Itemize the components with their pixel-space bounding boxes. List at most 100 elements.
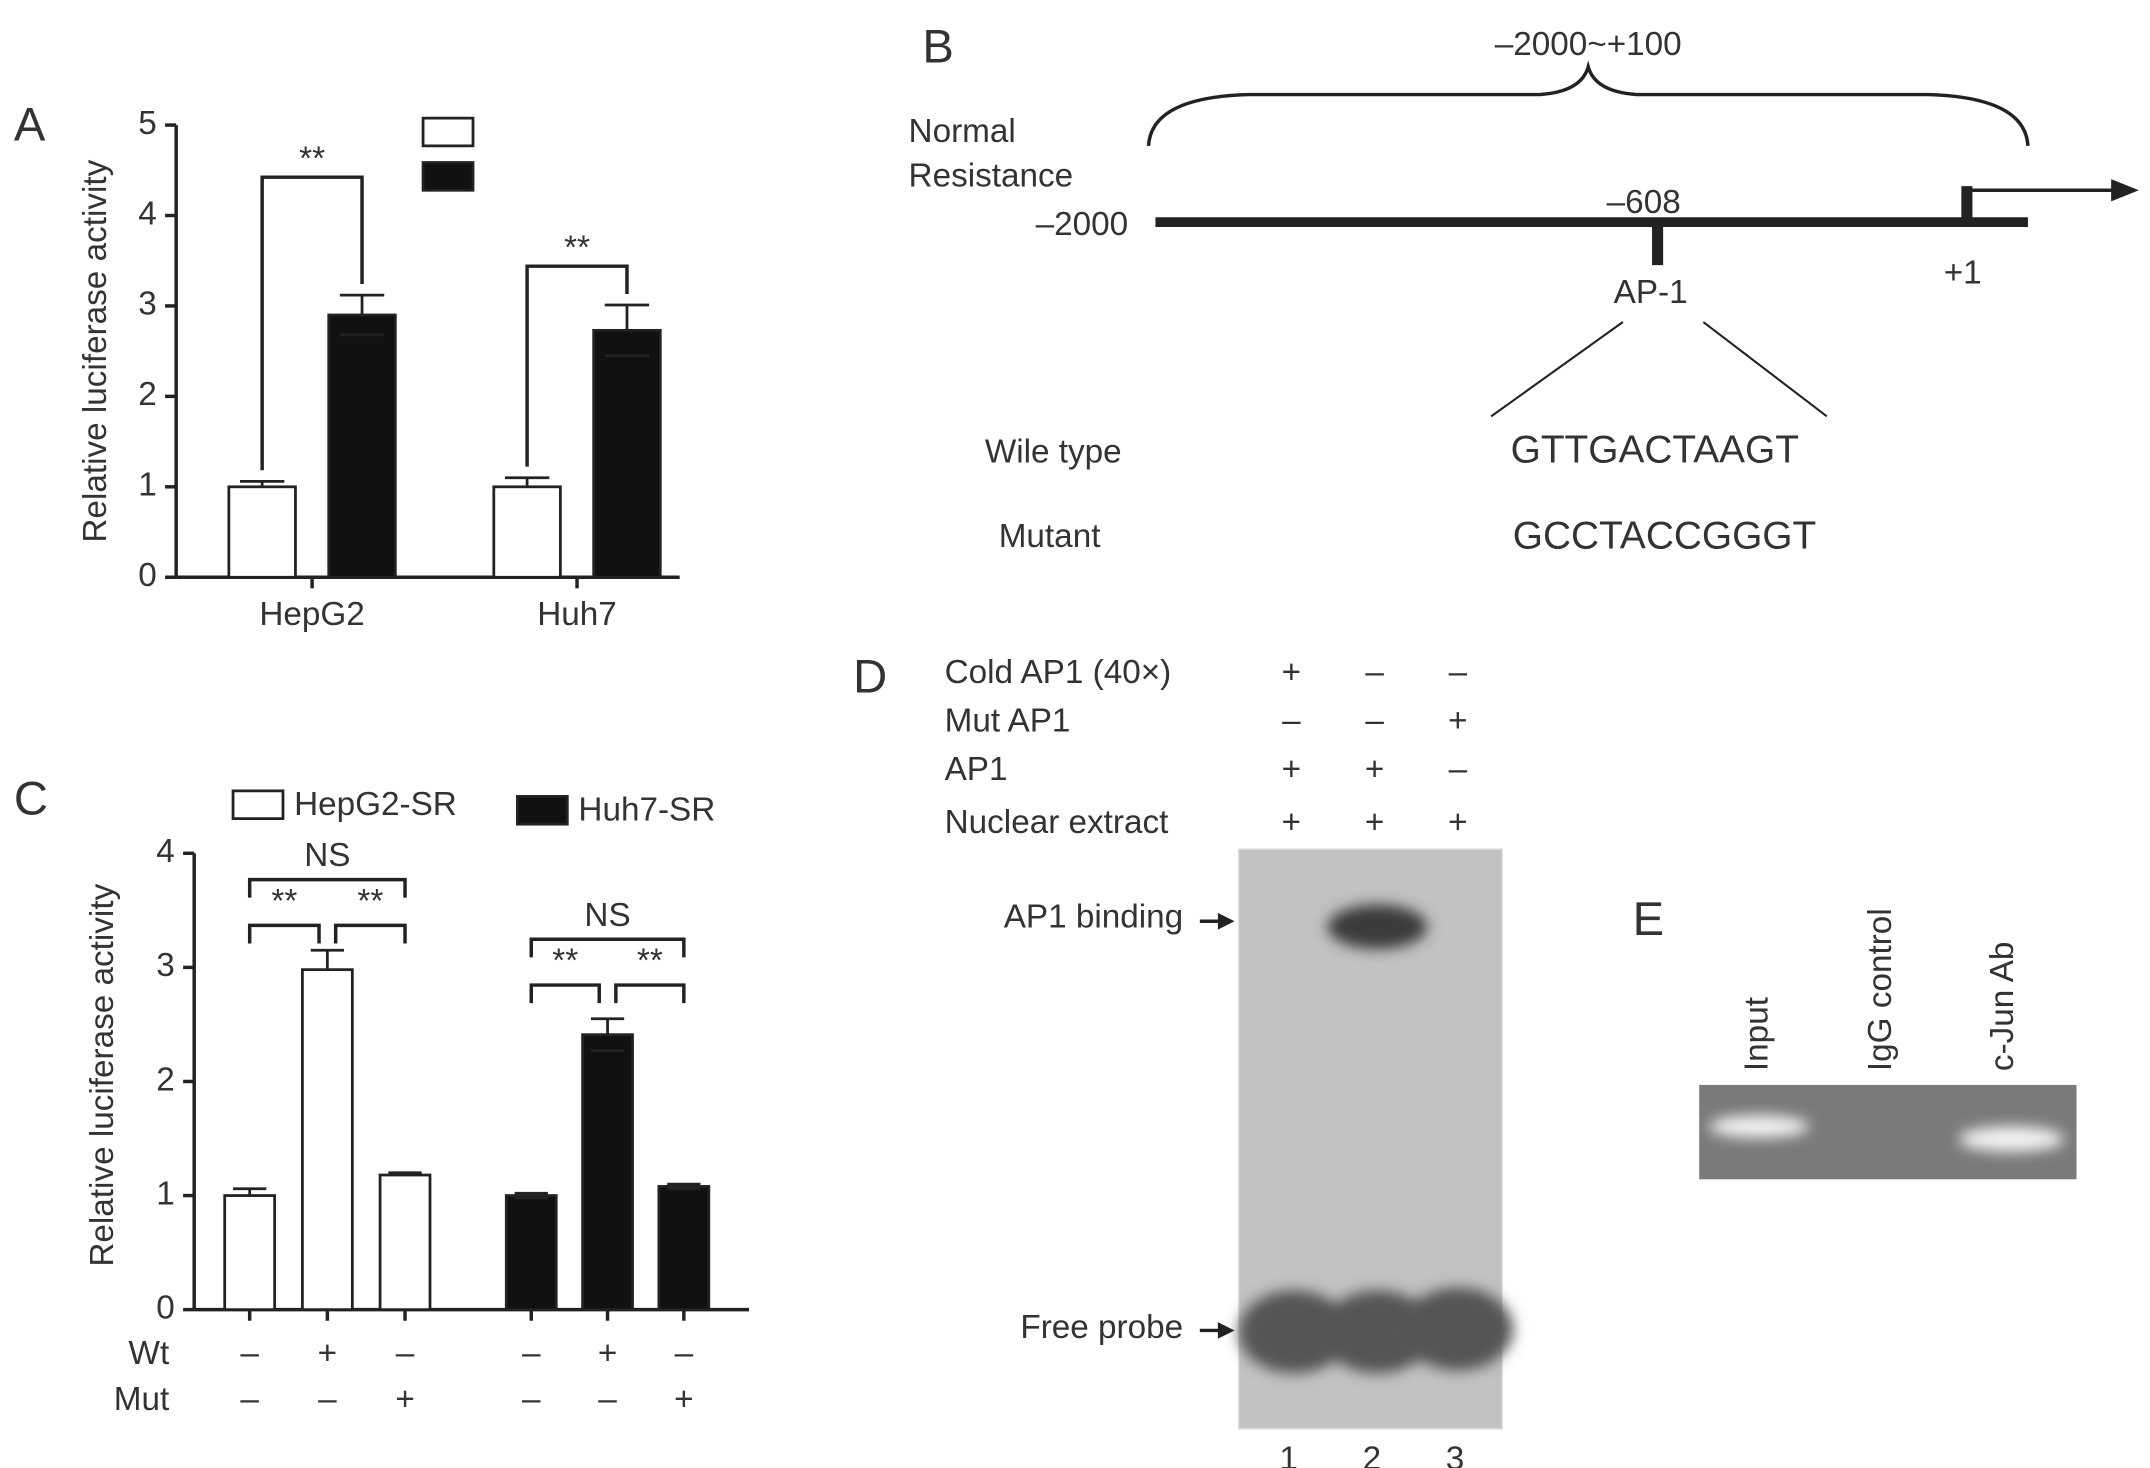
start-label: –2000 <box>1036 206 1129 243</box>
condition-label: AP1 <box>945 751 1008 788</box>
condition-mark: – <box>1282 703 1301 740</box>
legend-swatch <box>421 161 475 192</box>
condition-mark: + <box>395 1381 414 1418</box>
x-tick-label: HepG2 <box>259 596 364 633</box>
site-name: AP-1 <box>1614 274 1688 311</box>
significance-label: ** <box>357 883 383 920</box>
legend-label: HepG2-SR <box>294 786 457 823</box>
arrow-head <box>1217 1322 1235 1339</box>
condition-mark: + <box>1365 751 1384 788</box>
sequence-label: Wile type <box>985 434 1122 471</box>
bar <box>223 1194 277 1312</box>
panel-label: D <box>853 649 887 702</box>
band <box>1402 1287 1514 1371</box>
arrow-head <box>1217 912 1235 930</box>
significance-label: ** <box>564 229 590 266</box>
band <box>1327 904 1428 949</box>
y-tick-label: 0 <box>156 1289 175 1326</box>
y-tick-label: 4 <box>138 195 157 232</box>
tss-label: +1 <box>1944 255 1982 292</box>
legend-label: Resistance <box>909 158 1074 195</box>
legend-swatch <box>421 116 475 148</box>
panel-label: A <box>14 97 46 150</box>
y-tick-label: 4 <box>156 833 175 870</box>
condition-mark: + <box>1448 804 1467 841</box>
bar <box>504 1194 558 1312</box>
error-bar <box>590 1017 625 1035</box>
x-tick-label: Huh7 <box>537 596 617 633</box>
lane-label: IgG control <box>1862 908 1899 1071</box>
significance-bracket <box>260 175 364 471</box>
significance-bracket <box>529 983 601 1004</box>
condition-mark: – <box>1365 703 1384 740</box>
condition-mark: + <box>674 1381 693 1418</box>
significance-label: ** <box>299 140 325 177</box>
bar <box>227 485 297 579</box>
legend-label: Normal <box>909 113 1016 150</box>
condition-mark: – <box>396 1335 415 1372</box>
bar <box>492 485 562 579</box>
significance-label: NS <box>304 837 350 874</box>
sequence-label: Mutant <box>999 518 1101 555</box>
lane-number: 1 <box>1279 1441 1298 1468</box>
condition-label: Mut AP1 <box>945 703 1071 740</box>
error-bar <box>504 476 550 487</box>
panel-label: E <box>1633 892 1664 945</box>
panel-label: B <box>922 20 953 73</box>
range-label: –2000~+100 <box>1495 26 1682 63</box>
sequence: GTTGACTAAGT <box>1511 429 1799 472</box>
band <box>1708 1115 1809 1138</box>
condition-mark: – <box>522 1381 541 1418</box>
legend-swatch <box>231 789 285 820</box>
condition-label: Wt <box>129 1335 170 1372</box>
bar <box>301 968 354 1312</box>
condition-label: Mut <box>114 1381 169 1418</box>
significance-bracket <box>247 877 407 898</box>
zoom-line <box>1490 321 1624 418</box>
band-label: AP1 binding <box>1004 898 1184 935</box>
bar <box>581 1033 634 1312</box>
condition-mark: + <box>1448 703 1467 740</box>
significance-bracket <box>247 923 321 944</box>
condition-mark: + <box>1365 804 1384 841</box>
y-tick-label: 1 <box>138 467 157 504</box>
condition-mark: – <box>1449 751 1468 788</box>
error-bar <box>310 948 344 970</box>
bar <box>327 313 397 579</box>
condition-mark: + <box>318 1335 337 1372</box>
lane-label: Input <box>1739 997 1776 1071</box>
condition-mark: + <box>598 1335 617 1372</box>
condition-mark: + <box>1282 804 1301 841</box>
y-tick-label: 5 <box>138 105 157 142</box>
significance-label: ** <box>552 943 578 980</box>
lane-number: 2 <box>1363 1441 1382 1468</box>
condition-mark: – <box>1365 654 1384 691</box>
zoom-line <box>1702 321 1828 418</box>
significance-bracket <box>614 983 686 1004</box>
y-tick-label: 2 <box>156 1061 175 1098</box>
panel-label: C <box>14 771 48 824</box>
significance-bracket <box>333 923 407 944</box>
lane-label: c-Jun Ab <box>1984 942 2021 1072</box>
condition-mark: – <box>522 1335 541 1372</box>
legend-swatch <box>516 795 569 826</box>
significance-bracket <box>529 937 686 958</box>
condition-mark: – <box>598 1381 617 1418</box>
bar <box>378 1173 432 1312</box>
band-label: Free probe <box>1020 1309 1183 1346</box>
sequence: GCCTACCGGGT <box>1513 515 1816 558</box>
significance-bracket <box>525 264 629 467</box>
band <box>1958 1126 2064 1152</box>
error-bar <box>339 293 385 315</box>
condition-label: Cold AP1 (40×) <box>945 654 1172 691</box>
condition-mark: – <box>1449 654 1468 691</box>
condition-mark: – <box>318 1381 337 1418</box>
site-position: –608 <box>1607 184 1681 221</box>
condition-mark: + <box>1282 654 1301 691</box>
y-tick-label: 1 <box>156 1175 175 1212</box>
condition-mark: – <box>240 1381 259 1418</box>
y-axis-label: Relative luciferase activity <box>77 159 114 542</box>
bar <box>592 328 662 579</box>
brace <box>1146 60 2030 147</box>
band <box>1238 1290 1350 1374</box>
